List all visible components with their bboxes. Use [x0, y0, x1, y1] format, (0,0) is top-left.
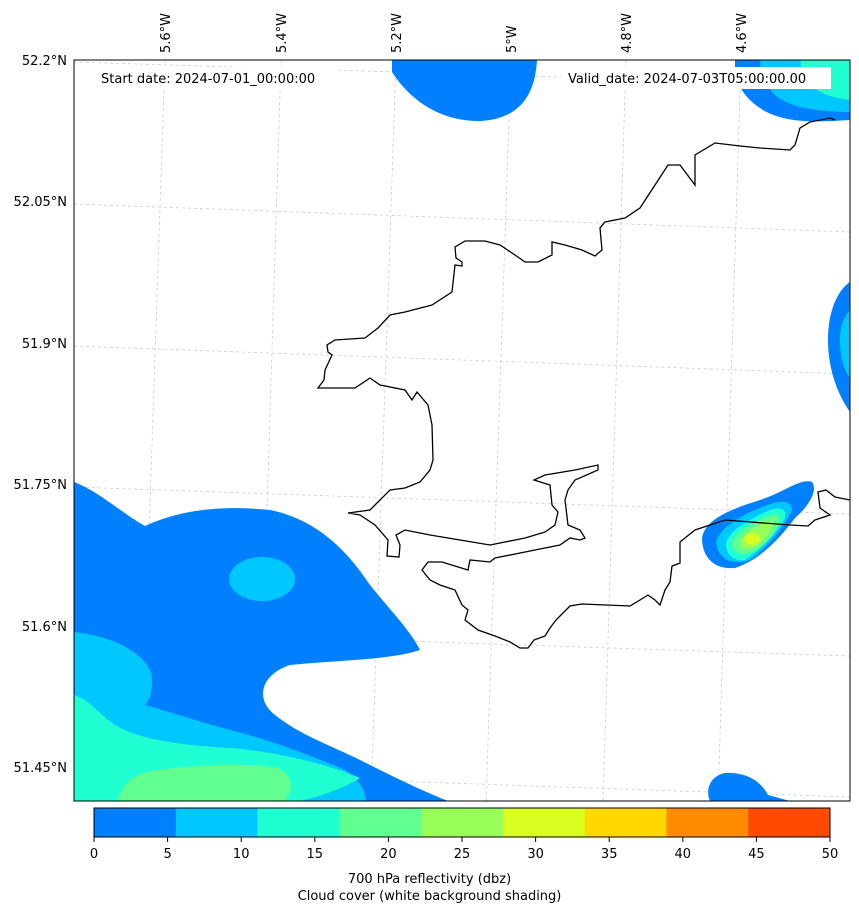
lat-label: 51.75°N — [14, 478, 67, 493]
lon-label: 5.4°W — [275, 13, 290, 53]
longitude-labels: 5.6°W 5.4°W 5.2°W 5°W 4.8°W 4.6°W — [159, 13, 750, 53]
colorbar-tick-label: 15 — [307, 847, 324, 862]
latitude-labels: 52.2°N 52.05°N 51.9°N 51.75°N 51.6°N 51.… — [14, 54, 67, 776]
lat-label: 51.45°N — [14, 761, 67, 776]
colorbar-tick-label: 35 — [601, 847, 618, 862]
colorbar-segment — [584, 808, 667, 837]
lat-label: 52.05°N — [14, 195, 67, 210]
colorbar-segment — [666, 808, 749, 837]
lon-label: 4.6°W — [735, 13, 750, 53]
colorbar-tick-label: 25 — [454, 847, 471, 862]
colorbar-tick-label: 50 — [822, 847, 839, 862]
colorbar: 0 5 10 15 20 25 30 35 40 45 50 — [90, 807, 839, 862]
colorbar-tick-label: 10 — [233, 847, 250, 862]
colorbar-segment — [339, 808, 422, 837]
colorbar-tick-label: 0 — [90, 847, 98, 862]
colorbar-caption-line2: Cloud cover (white background shading) — [297, 889, 562, 904]
colorbar-tick-label: 40 — [675, 847, 692, 862]
valid-date-box: Valid_date: 2024-07-03T05:00:00.00 — [561, 67, 831, 89]
map-frame — [73, 59, 851, 802]
reflectivity-area-bottom-right — [708, 772, 790, 801]
lon-label: 5°W — [505, 25, 520, 53]
colorbar-segment — [421, 808, 504, 837]
reflectivity-area-right-edge — [828, 282, 850, 412]
start-date-label: Start date: 2024-07-01_00:00:00 — [101, 72, 315, 87]
reflectivity-area-top-center — [392, 60, 537, 122]
colorbar-segment — [257, 808, 340, 837]
colorbar-segment — [94, 808, 177, 837]
reflectivity-shading — [74, 60, 850, 801]
colorbar-tick-label: 30 — [527, 847, 544, 862]
lat-label: 52.2°N — [22, 54, 67, 69]
valid-date-label: Valid_date: 2024-07-03T05:00:00.00 — [568, 72, 806, 87]
start-date-box: Start date: 2024-07-01_00:00:00 — [94, 67, 338, 89]
colorbar-caption-line1: 700 hPa reflectivity (dbz) — [347, 872, 512, 887]
lat-label: 51.9°N — [22, 337, 67, 352]
lat-label: 51.6°N — [22, 620, 67, 635]
colorbar-segment — [502, 808, 586, 837]
coastline — [316, 117, 850, 649]
colorbar-tick-label: 5 — [163, 847, 171, 862]
lon-label: 5.6°W — [159, 13, 174, 53]
lon-label: 5.2°W — [390, 13, 405, 53]
colorbar-tick-label: 45 — [748, 847, 765, 862]
lon-label: 4.8°W — [620, 13, 635, 53]
colorbar-segment — [748, 808, 831, 837]
colorbar-tick-label: 20 — [380, 847, 397, 862]
reflectivity-area-small-cell — [229, 557, 295, 601]
colorbar-segment — [175, 808, 259, 837]
